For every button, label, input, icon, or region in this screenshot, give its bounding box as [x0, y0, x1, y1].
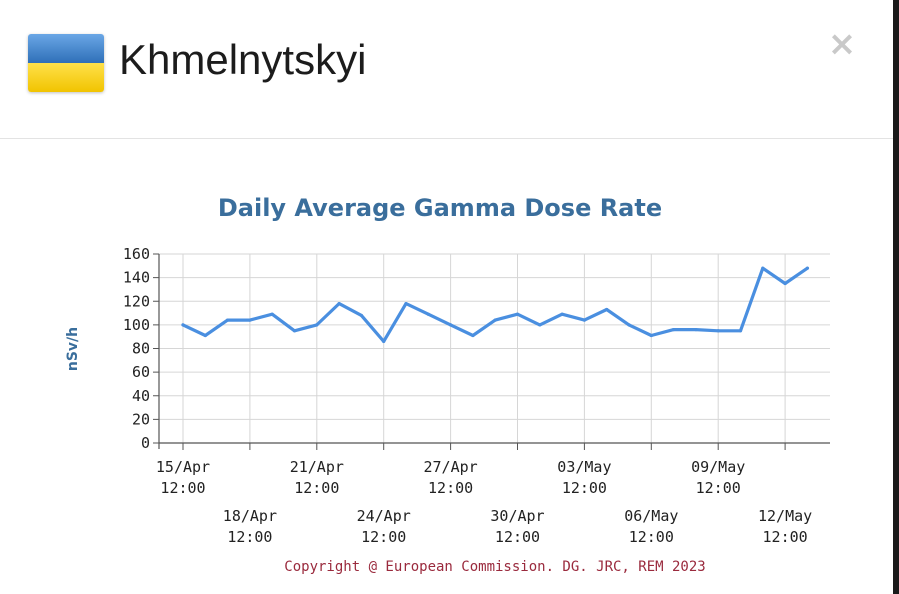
- data-point: [181, 323, 185, 327]
- data-point: [404, 302, 408, 306]
- x-tick-label-time: 12:00: [763, 528, 808, 546]
- y-axis-label: nSv/h: [65, 327, 81, 371]
- copyright-text: Copyright @ European Commission. DG. JRC…: [284, 559, 705, 575]
- data-point: [672, 328, 676, 332]
- x-tick-label-time: 12:00: [361, 528, 406, 546]
- data-point: [359, 313, 363, 318]
- y-tick-label: 100: [123, 316, 150, 334]
- station-title: Khmelnytskyi: [119, 36, 367, 83]
- x-tick-label-date: 12/May: [758, 507, 812, 525]
- x-tick-label-date: 06/May: [624, 507, 678, 525]
- data-point: [292, 329, 297, 333]
- y-tick-label: 140: [123, 269, 150, 287]
- x-tick-label-date: 24/Apr: [357, 507, 411, 525]
- y-tick-label: 80: [132, 340, 150, 358]
- data-point: [471, 333, 475, 338]
- x-tick-label-date: 27/Apr: [424, 458, 478, 476]
- data-point: [382, 339, 386, 344]
- data-point: [582, 318, 587, 322]
- y-tick-label: 160: [123, 245, 150, 263]
- x-tick-label-time: 12:00: [294, 479, 339, 497]
- data-point: [805, 266, 810, 270]
- data-point: [694, 328, 698, 332]
- data-point: [226, 318, 230, 322]
- data-point: [270, 312, 274, 316]
- data-point: [627, 323, 631, 327]
- data-point: [761, 266, 765, 270]
- x-tick-label-time: 12:00: [629, 528, 674, 546]
- x-tick-label-date: 09/May: [691, 458, 745, 476]
- dialog-header: Khmelnytskyi ×: [0, 0, 893, 139]
- data-point: [738, 329, 743, 333]
- x-tick-label-time: 12:00: [227, 528, 272, 546]
- y-tick-label: 20: [132, 410, 150, 428]
- data-point: [783, 281, 787, 286]
- x-tick-label-time: 12:00: [428, 479, 473, 497]
- x-tick-label-time: 12:00: [495, 528, 540, 546]
- x-tick-label-time: 12:00: [160, 479, 205, 497]
- data-point: [248, 318, 252, 322]
- data-point: [203, 333, 207, 338]
- data-point: [449, 323, 453, 327]
- x-tick-label-time: 12:00: [696, 479, 741, 497]
- y-tick-label: 0: [141, 434, 150, 452]
- data-point: [605, 307, 609, 312]
- data-point: [716, 329, 720, 333]
- x-tick-label-date: 30/Apr: [490, 507, 544, 525]
- chart-title: Daily Average Gamma Dose Rate: [218, 194, 662, 222]
- y-tick-label: 120: [123, 292, 150, 310]
- x-tick-label-date: 18/Apr: [223, 507, 277, 525]
- data-point: [538, 323, 542, 327]
- data-point: [337, 302, 341, 306]
- y-tick-label: 60: [132, 363, 150, 381]
- x-tick-label-time: 12:00: [562, 479, 607, 497]
- data-point: [315, 323, 319, 327]
- window-edge: [893, 0, 899, 594]
- close-icon[interactable]: ×: [827, 24, 857, 64]
- data-point: [426, 312, 430, 316]
- x-tick-label-date: 15/Apr: [156, 458, 210, 476]
- ukraine-flag-icon: [28, 34, 104, 92]
- data-point: [493, 318, 497, 322]
- data-point: [649, 333, 653, 338]
- series-line: [181, 266, 810, 343]
- y-tick-label: 40: [132, 387, 150, 405]
- x-tick-label-date: 03/May: [557, 458, 611, 476]
- x-tick-label-date: 21/Apr: [290, 458, 344, 476]
- data-point: [560, 312, 564, 316]
- data-point: [515, 312, 520, 316]
